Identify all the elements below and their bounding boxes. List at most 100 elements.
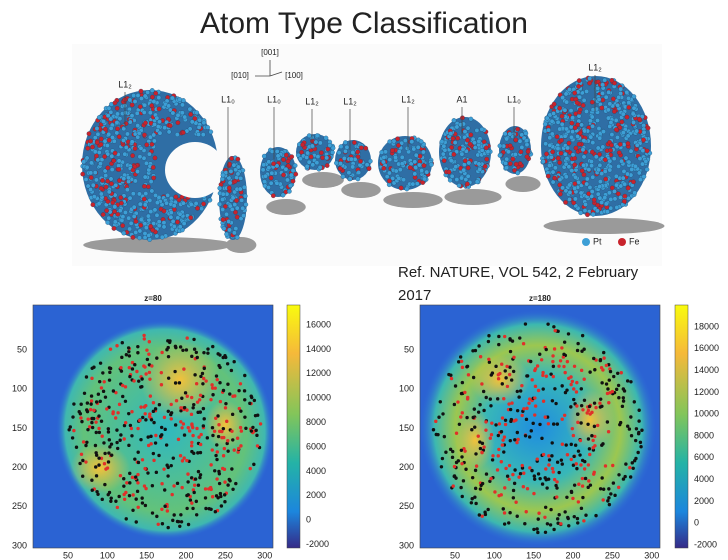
atom-dot <box>240 429 243 432</box>
atom <box>573 197 577 201</box>
atom-dot <box>498 422 501 425</box>
atom-dot <box>98 380 101 383</box>
atom <box>637 171 641 175</box>
atom-dot <box>183 433 186 436</box>
atom-dot <box>576 521 579 524</box>
atom <box>235 215 239 219</box>
atom-dot <box>145 348 148 351</box>
atom-dot <box>460 360 463 363</box>
atom <box>560 114 564 118</box>
atom-dot <box>163 428 166 431</box>
atom-dot <box>115 441 118 444</box>
x-tick-label: 300 <box>257 550 272 560</box>
atom-dot <box>477 434 480 437</box>
atom-dot <box>191 507 194 510</box>
atom <box>85 156 89 160</box>
atom-dot <box>453 465 456 468</box>
atom-dot <box>497 454 500 457</box>
atom <box>85 165 89 169</box>
atom <box>139 146 143 150</box>
atom-dot <box>196 451 199 454</box>
atom <box>618 91 622 95</box>
atom-dot <box>552 528 555 531</box>
atom-dot <box>530 469 533 472</box>
atom-dot <box>118 403 121 406</box>
atom <box>304 155 308 159</box>
atom <box>342 156 346 160</box>
atom <box>469 117 473 121</box>
atom-dot <box>179 406 182 409</box>
atom-dot <box>509 350 512 353</box>
atom-dot <box>470 501 473 504</box>
atom <box>559 151 563 155</box>
atom-dot <box>496 468 499 471</box>
panel-title: z=180 <box>529 294 552 303</box>
atom-dot <box>144 504 147 507</box>
atom <box>513 152 517 156</box>
atom-dot <box>576 349 579 352</box>
atom <box>638 177 642 181</box>
atom-dot <box>551 399 554 402</box>
atom-dot <box>129 424 132 427</box>
atom-dot <box>85 408 88 411</box>
atom-dot <box>583 467 586 470</box>
atom <box>563 200 567 204</box>
atom <box>551 170 555 174</box>
x-tick-label: 300 <box>644 550 659 560</box>
atom <box>338 166 342 170</box>
atom-dot <box>629 415 632 418</box>
atom-dot <box>186 395 189 398</box>
atom-dot <box>574 444 577 447</box>
atom <box>134 230 138 234</box>
atom-dot <box>579 439 582 442</box>
atom <box>394 169 398 173</box>
atom-dot <box>480 451 483 454</box>
atom-dot <box>209 398 212 401</box>
atom-dot <box>461 381 464 384</box>
atom-dot <box>193 348 196 351</box>
atom-dot <box>144 418 147 421</box>
atom-dot <box>251 426 254 429</box>
atom-dot <box>587 479 590 482</box>
atom <box>627 160 631 164</box>
atom <box>454 164 458 168</box>
atom <box>583 202 587 206</box>
atom-dot <box>176 482 179 485</box>
atom <box>543 122 547 126</box>
atom-dot <box>455 432 458 435</box>
atom <box>347 171 351 175</box>
atom <box>155 116 159 120</box>
atom <box>157 220 161 224</box>
atom-dot <box>69 425 72 428</box>
atom-dot <box>478 513 481 516</box>
shadow <box>341 182 381 198</box>
atom-dot <box>561 418 564 421</box>
atom <box>106 113 110 117</box>
atom-dot <box>201 372 204 375</box>
atom-dot <box>504 423 507 426</box>
atom-dot <box>571 427 574 430</box>
atom <box>89 175 93 179</box>
atom-dot <box>211 495 214 498</box>
atom <box>172 224 176 228</box>
atom-dot <box>217 470 220 473</box>
atom <box>130 113 134 117</box>
atom-dot <box>172 484 175 487</box>
atom <box>115 131 119 135</box>
atom-dot <box>504 467 507 470</box>
atom <box>224 212 228 216</box>
atom-dot <box>179 420 182 423</box>
atom <box>155 234 159 238</box>
atom-dot <box>462 479 465 482</box>
cluster-gap <box>165 142 225 198</box>
atom <box>560 122 564 126</box>
atom <box>587 167 591 171</box>
atom-dot <box>83 392 86 395</box>
atom-dot <box>94 451 97 454</box>
atom-dot <box>186 336 189 339</box>
atom-dot <box>510 401 513 404</box>
atom <box>477 162 481 166</box>
atom <box>449 159 453 163</box>
atom-dot <box>137 461 140 464</box>
atom-dot <box>136 345 139 348</box>
